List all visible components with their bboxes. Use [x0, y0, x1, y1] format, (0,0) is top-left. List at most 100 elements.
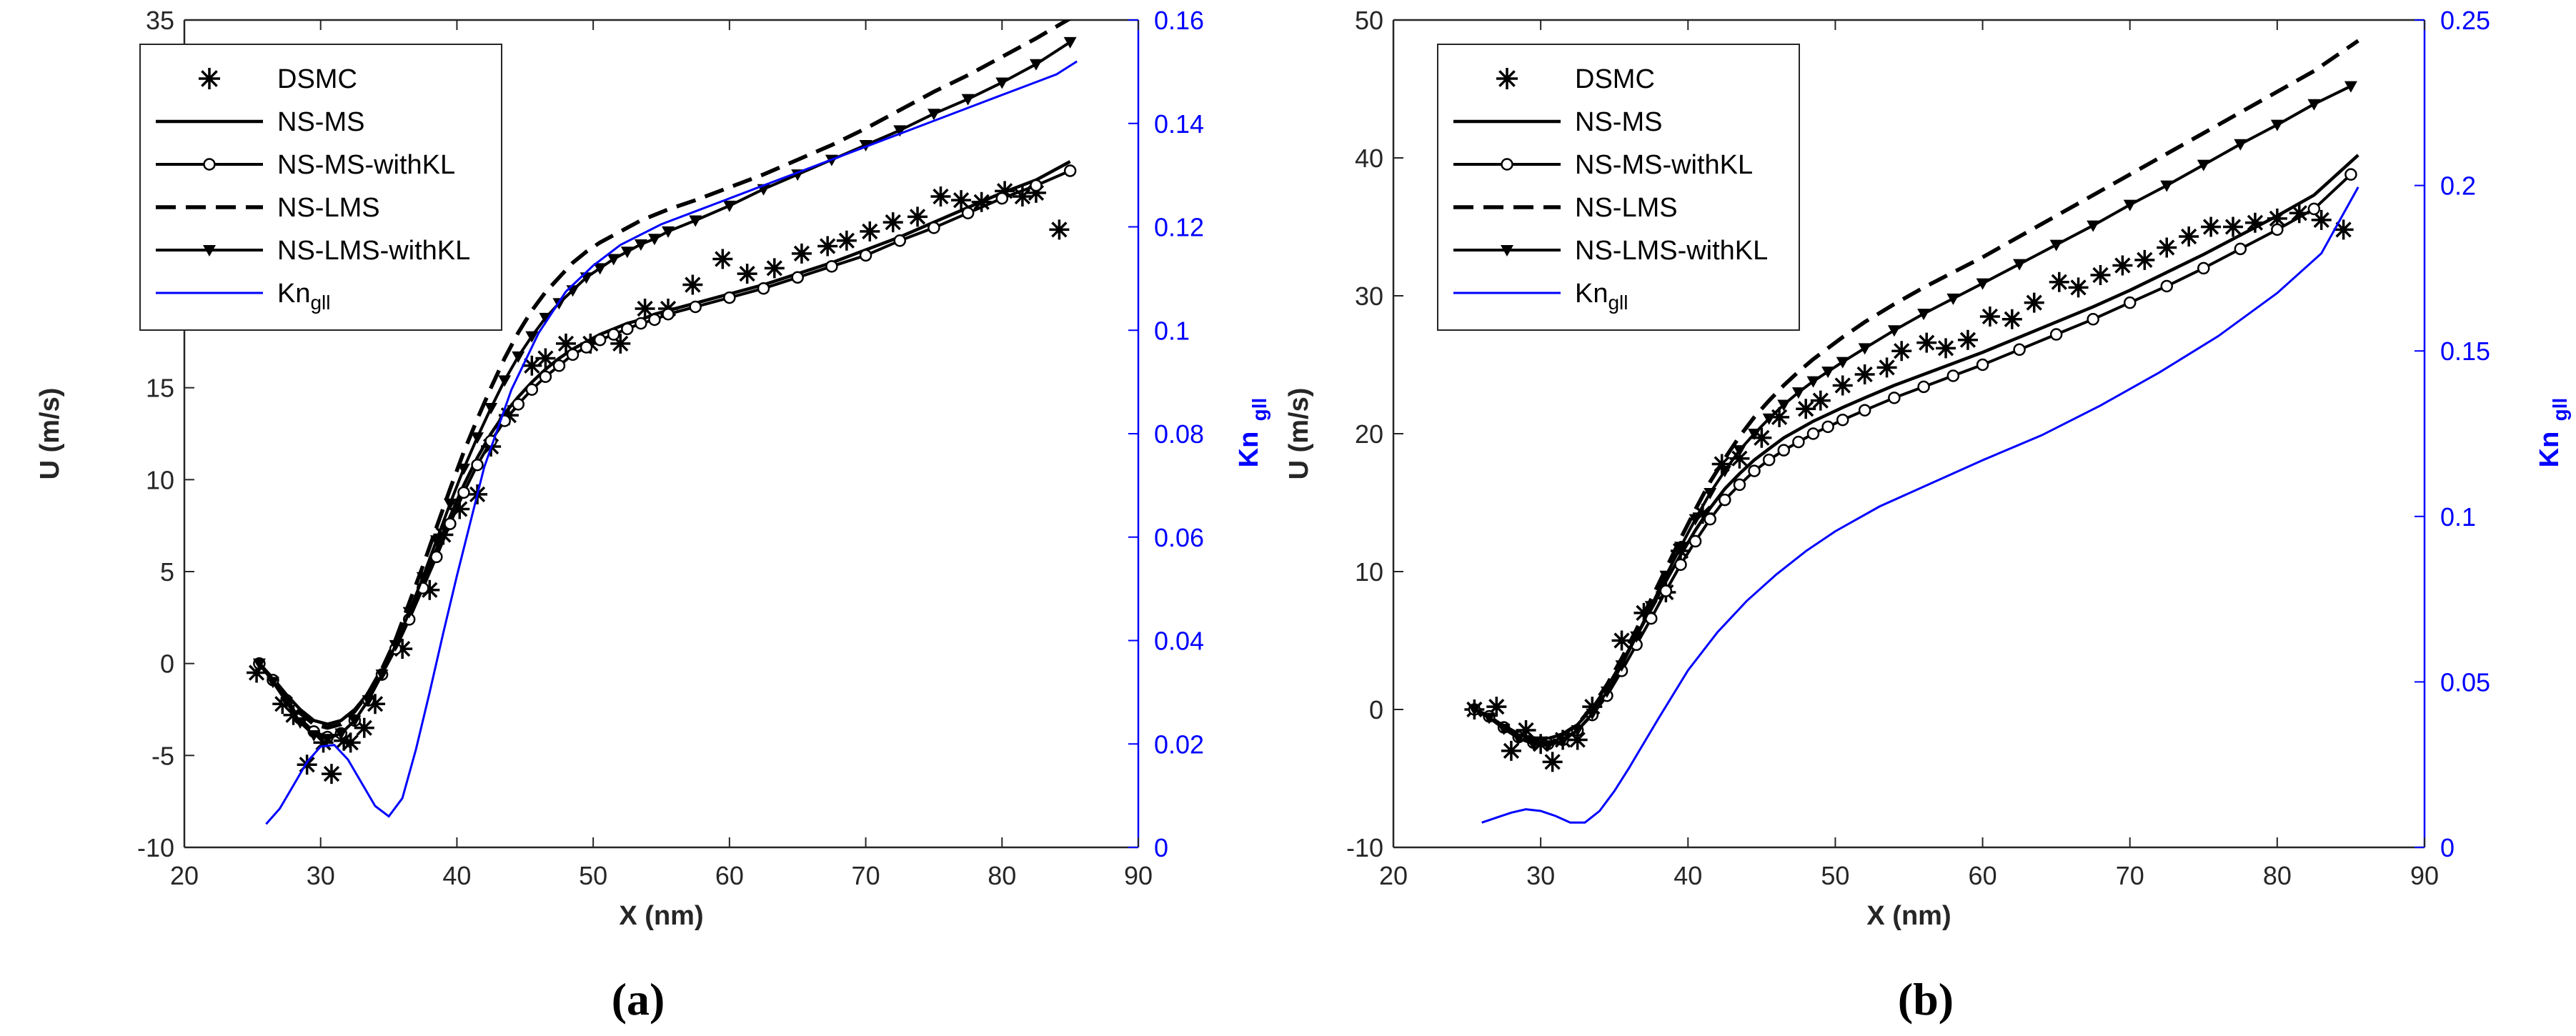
- dsmc-point: [2244, 212, 2265, 233]
- ns-lms-withkl-point: [927, 109, 940, 121]
- ns-ms-withkl-point: [2344, 168, 2357, 181]
- ns-ms-withkl-point: [859, 249, 872, 262]
- dsmc-point: [635, 299, 655, 319]
- dsmc-point: [930, 186, 951, 207]
- ns-lms-withkl-point: [552, 298, 566, 310]
- legend-label: NS-MS: [1575, 107, 1662, 137]
- dsmc-point: [2267, 208, 2287, 229]
- ns-ms-withkl-point: [2013, 343, 2026, 357]
- ns-ms-withkl-point: [2160, 279, 2173, 293]
- ns-lms-withkl-point: [1468, 704, 1481, 716]
- y-axis-label: U (m/s): [35, 388, 65, 480]
- dsmc-point: [737, 264, 757, 284]
- legend-label: NS-LMS-withKL: [277, 236, 470, 266]
- ns-ms-withkl-point: [607, 328, 620, 341]
- y-tick-label: 50: [1355, 6, 1383, 35]
- y2-tick-label: 0.2: [2440, 171, 2476, 201]
- y-tick-label: 30: [1355, 282, 1383, 311]
- y-tick-label: 15: [146, 374, 174, 403]
- dsmc-point: [1567, 729, 1588, 750]
- ns-lms-withkl-point: [1600, 686, 1613, 698]
- ns-lms-withkl-point: [995, 77, 1009, 89]
- x-tick-label: 20: [170, 861, 199, 890]
- dsmc-point: [2289, 203, 2309, 224]
- ns-ms-withkl-point: [1946, 369, 1960, 382]
- ns-ms-withkl-point: [1719, 493, 1731, 507]
- x-tick-label: 50: [1821, 861, 1849, 890]
- ns-lms-withkl-point: [961, 94, 975, 106]
- y2-tick-label: 0.04: [1154, 627, 1204, 656]
- ns-lms-withkl-point: [722, 200, 736, 212]
- dsmc-point: [1692, 503, 1713, 524]
- ns-lms-withkl-point: [1821, 367, 1835, 379]
- ns-ms-withkl-point: [1777, 444, 1791, 457]
- dsmc-point: [1832, 375, 1853, 396]
- ns-ms-withkl-point: [1917, 380, 1930, 394]
- x-axis-label: X (nm): [1866, 901, 1951, 931]
- dsmc-point: [2068, 277, 2089, 298]
- ns-ms-withkl-point: [2234, 242, 2247, 256]
- dsmc-point: [1486, 697, 1507, 717]
- y-tick-label: 10: [146, 465, 174, 494]
- series-dsmc: [1464, 203, 2354, 772]
- ns-lms-withkl-point: [539, 312, 552, 324]
- ns-lms-withkl-point: [1674, 542, 1687, 554]
- ns-lms-withkl-point: [1887, 325, 1901, 337]
- legend-box: [1437, 44, 1800, 331]
- panel-b: 20 30 40 50 60 70 80 90 -10 0 10 20 30 40 50 0 0.05 0.1 0.…: [1284, 6, 2571, 1025]
- dsmc-point: [860, 221, 880, 241]
- ns-ms-withkl-point: [689, 300, 702, 314]
- ns-lms-withkl-point: [647, 234, 661, 246]
- legend-ns-lms-withkl-marker: [203, 245, 216, 256]
- dsmc-point: [1936, 338, 1956, 359]
- series-ns-lms: [257, 20, 1072, 730]
- y2-tick-label: 0.08: [1154, 419, 1204, 449]
- legend-label: DSMC: [1575, 64, 1655, 94]
- ns-lms-withkl-point: [1482, 712, 1496, 724]
- ns-lms-withkl-point: [484, 402, 498, 414]
- ns-ms-withkl-point: [1659, 584, 1673, 597]
- legend-label: NS-MS-withKL: [277, 150, 455, 180]
- x-tick-label: 30: [1526, 861, 1555, 890]
- y-tick-label: 0: [160, 649, 174, 679]
- ns-lms-withkl-point: [252, 658, 266, 670]
- dsmc-point: [556, 333, 576, 354]
- dsmc-point: [1891, 341, 1912, 362]
- y2-axis-label: Kn gll: [1234, 398, 1270, 468]
- y2-axis-label-sub: gll: [2549, 398, 2571, 422]
- dsmc-point: [2179, 226, 2199, 247]
- ns-ms-withkl-point: [566, 348, 580, 362]
- ns-lms-withkl-point: [1791, 387, 1805, 399]
- x-tick-label: 70: [852, 861, 880, 890]
- dsmc-point: [2201, 216, 2222, 237]
- ns-ms-withkl-point: [1806, 427, 1820, 440]
- ns-lms-withkl-point: [1806, 376, 1820, 388]
- dsmc-point: [817, 236, 838, 256]
- ns-ms-withkl-point: [1674, 558, 1687, 572]
- ns-lms-withkl-point: [2160, 180, 2174, 192]
- ns-ms-withkl-point: [621, 322, 634, 336]
- legend-label: NS-LMS: [277, 193, 380, 223]
- dsmc-point: [1012, 186, 1033, 207]
- y2-axis-label-main: Kn: [2535, 432, 2565, 468]
- y2-tick-label: 0.1: [1154, 316, 1190, 345]
- ns-lms-withkl-point: [402, 607, 416, 619]
- ns-ms-withkl-point: [525, 383, 539, 396]
- ns-lms-withkl-point: [1556, 736, 1570, 748]
- ns-lms-withkl-point: [1976, 278, 1989, 290]
- ns-ms-withkl-point: [995, 191, 1009, 205]
- legend-ns-ms-withkl-marker: [203, 158, 216, 171]
- ns-lms-withkl-point: [294, 717, 307, 729]
- x-tick-label: 20: [1379, 861, 1408, 890]
- dsmc-point: [313, 732, 334, 753]
- legend: DSMC NS-MS NS-MS-withKL NS-LMS NS-LMS-withKL…: [1437, 44, 1800, 331]
- ns-ms-withkl-point: [791, 271, 804, 284]
- legend-label: NS-LMS: [1575, 193, 1678, 223]
- ns-lms-withkl-point: [2344, 81, 2357, 93]
- ns-lms-withkl-point: [416, 572, 429, 584]
- panel-label: (a): [612, 974, 665, 1025]
- ns-lms-withkl-point: [1836, 357, 1849, 369]
- dsmc-point: [836, 230, 857, 251]
- ns-lms-withkl-point: [512, 351, 525, 363]
- ns-lms-withkl-point: [1689, 514, 1702, 526]
